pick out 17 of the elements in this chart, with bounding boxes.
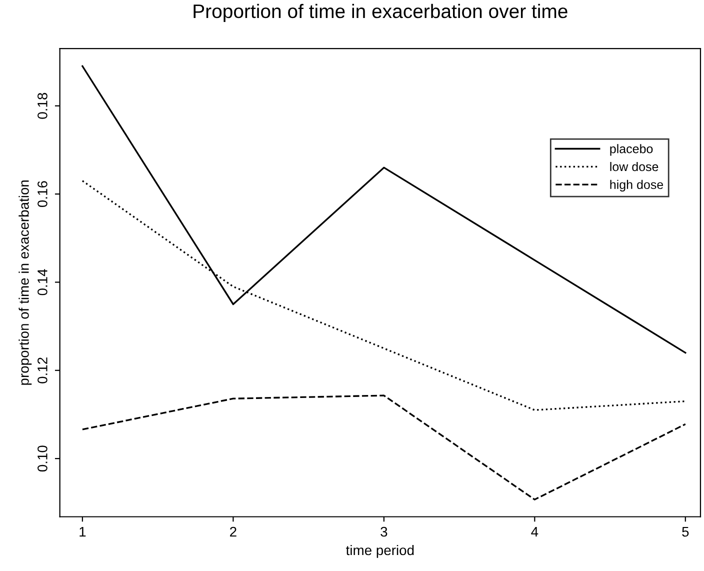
legend-label: low dose bbox=[610, 162, 658, 172]
legend-label: placebo bbox=[610, 144, 653, 156]
y-tick-label: 0.18 bbox=[38, 92, 48, 119]
chart-title: Proportion of time in exacerbation over time bbox=[194, 4, 568, 22]
y-tick-label: 0.10 bbox=[38, 446, 48, 472]
x-tick-label: 4 bbox=[531, 526, 538, 537]
line-series bbox=[82, 394, 686, 500]
y-tick-label: 0.12 bbox=[38, 358, 48, 384]
y-tick-label: 0.16 bbox=[38, 181, 48, 207]
y-tick-label: 0.14 bbox=[38, 269, 48, 296]
y-axis-title: proportion of time in exacerbation bbox=[18, 180, 32, 385]
x-tick-label: 2 bbox=[230, 526, 236, 537]
x-tick-label: 1 bbox=[80, 526, 86, 537]
x-axis-title: time period bbox=[346, 544, 414, 558]
legend-label: high dose bbox=[610, 180, 664, 192]
x-tick-label: 5 bbox=[682, 526, 689, 537]
x-tick-label: 3 bbox=[380, 526, 388, 537]
